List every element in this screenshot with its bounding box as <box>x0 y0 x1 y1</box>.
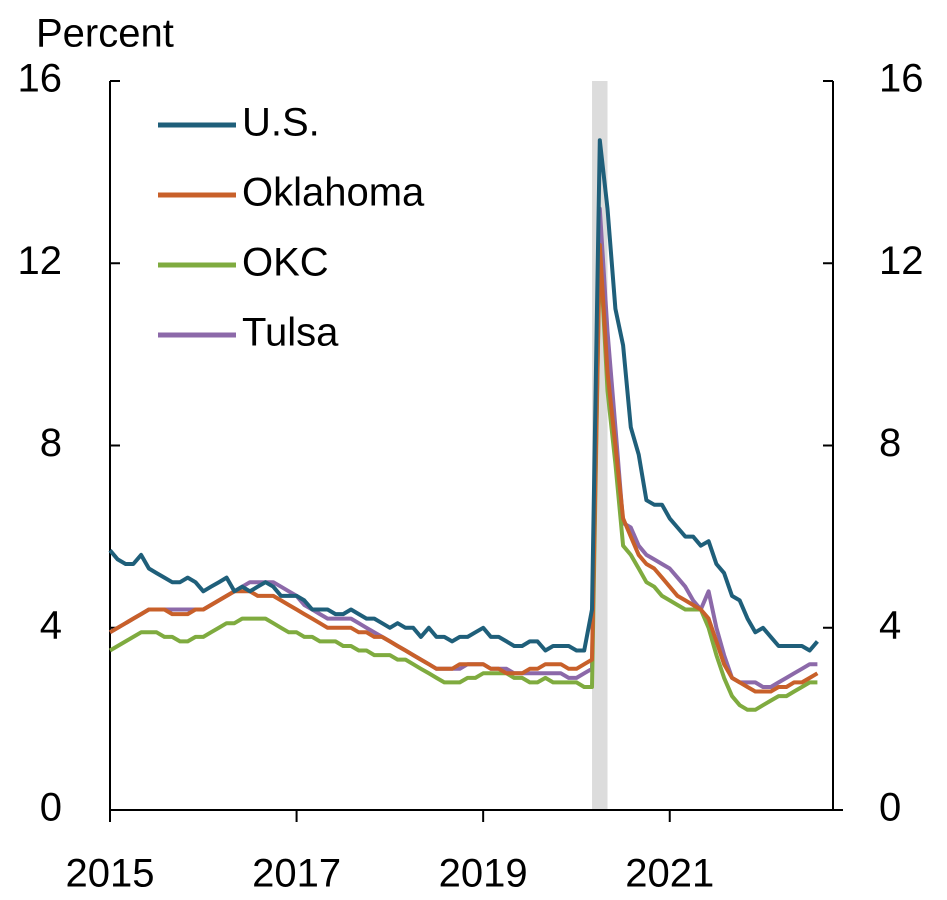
y2-tick-label: 0 <box>879 786 901 830</box>
series-line <box>108 243 819 694</box>
y-tick-label: 4 <box>40 603 62 647</box>
y-tick-label: 0 <box>40 786 62 830</box>
y-tick-label: 12 <box>18 239 63 283</box>
x-tick-label: 2019 <box>439 852 528 896</box>
x-tick-label: 2021 <box>625 852 714 896</box>
y2-tick-label: 12 <box>879 239 924 283</box>
y2-tick-label: 16 <box>879 57 924 101</box>
legend-label: U.S. <box>242 101 320 145</box>
legend-label: OKC <box>242 241 329 285</box>
series-line <box>108 138 819 653</box>
x-tick-label: 2015 <box>66 852 155 896</box>
y-axis-label: Percent <box>36 12 174 56</box>
y2-tick-label: 4 <box>879 603 901 647</box>
y-tick-label: 8 <box>40 421 62 465</box>
series-line <box>108 206 818 689</box>
legend-label: Tulsa <box>242 311 339 355</box>
y2-tick-label: 8 <box>879 421 901 465</box>
series-line <box>108 243 818 712</box>
x-tick-label: 2017 <box>252 852 341 896</box>
legend-label: Oklahoma <box>242 171 425 215</box>
y-tick-label: 16 <box>18 57 63 101</box>
